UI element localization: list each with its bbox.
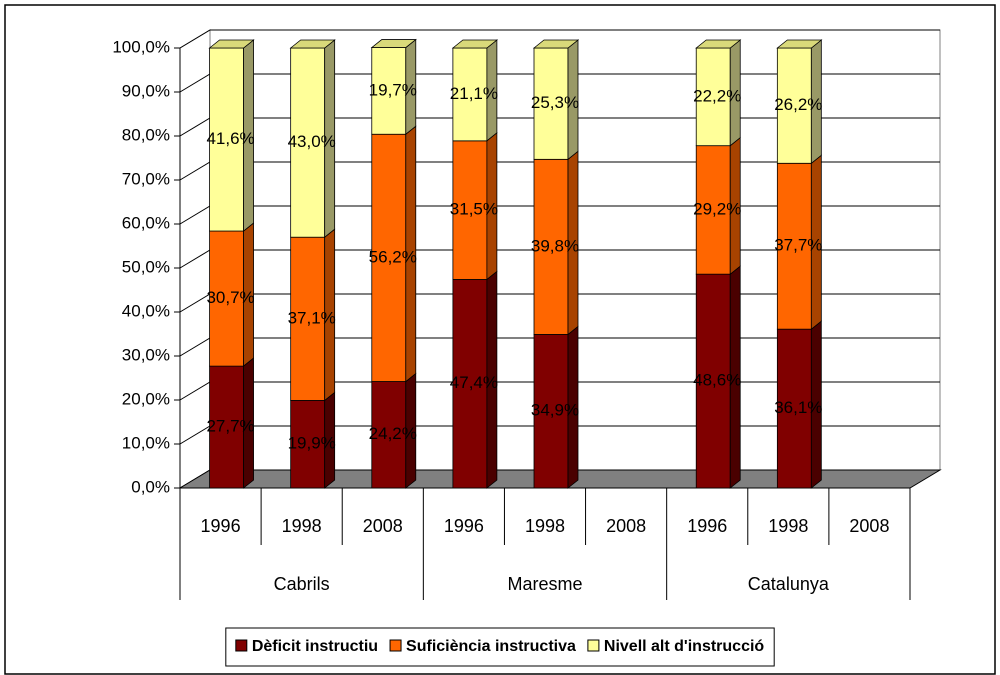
data-label: 37,7% (774, 236, 822, 255)
data-label: 24,2% (369, 424, 417, 443)
bar-segment (533, 158, 569, 335)
data-label: 22,2% (693, 86, 741, 105)
y-tick-label: 10,0% (122, 433, 170, 452)
bar-segment (371, 133, 407, 382)
data-label: 48,6% (693, 371, 741, 390)
bar-segment (452, 140, 488, 280)
bar-top (451, 39, 499, 49)
bar-segment (533, 334, 569, 489)
group-label: Cabrils (274, 574, 330, 594)
legend-box (225, 627, 775, 667)
y-tick-label: 70,0% (122, 169, 170, 188)
bar-top (776, 39, 823, 49)
data-label: 25,3% (531, 93, 579, 112)
data-label: 34,9% (531, 401, 579, 420)
grid-line (179, 29, 940, 49)
bar-segment (695, 47, 731, 147)
y-tick-label: 30,0% (122, 345, 170, 364)
y-tick-label: 50,0% (122, 257, 170, 276)
data-label: 31,5% (450, 200, 498, 219)
bar-top (370, 39, 417, 48)
legend-label: Nivell alt d'instrucció (604, 638, 765, 655)
y-tick-label: 0,0% (131, 477, 170, 496)
data-label: 36,1% (774, 398, 822, 417)
x-tick-label: 2008 (363, 516, 403, 536)
data-label: 30,7% (206, 288, 254, 307)
x-tick-label: 1996 (444, 516, 484, 536)
data-label: 29,2% (693, 199, 741, 218)
legend-swatch (235, 639, 248, 652)
legend-swatch (389, 639, 402, 652)
legend: Dèficit instructiu Suficiència instructiv… (225, 627, 775, 667)
legend-swatch (587, 639, 600, 652)
data-label: 26,2% (774, 95, 822, 114)
y-tick-label: 60,0% (122, 213, 170, 232)
x-tick-label: 1998 (768, 516, 808, 536)
bar-segment (371, 47, 407, 135)
legend-label: Dèficit instructiu (252, 638, 378, 655)
bar-segment (290, 236, 326, 401)
bar-segment (290, 400, 326, 489)
x-tick-label: 2008 (606, 516, 646, 536)
group-label: Maresme (507, 574, 582, 594)
x-tick-label: 1998 (282, 516, 322, 536)
bar-top (208, 39, 255, 49)
y-tick-label: 100,0% (112, 37, 170, 56)
data-label: 41,6% (206, 129, 254, 148)
bar-segment (776, 162, 812, 330)
data-label: 37,1% (288, 308, 336, 327)
data-label: 19,9% (288, 434, 336, 453)
group-label: Catalunya (748, 574, 830, 594)
data-label: 43,0% (288, 132, 336, 151)
bar-segment (290, 47, 326, 238)
y-tick-label: 20,0% (122, 389, 170, 408)
x-tick-label: 2008 (849, 516, 889, 536)
bar-segment (452, 279, 488, 489)
x-tick-label: 1998 (525, 516, 565, 536)
bar-segment (209, 47, 244, 232)
data-label: 21,1% (450, 84, 498, 103)
bar-segment (209, 365, 244, 489)
data-label: 39,8% (531, 236, 579, 255)
y-tick-label: 80,0% (122, 125, 170, 144)
bar-top (695, 39, 742, 49)
legend-label: Suficiència instructiva (406, 638, 576, 655)
y-tick-label: 90,0% (122, 81, 170, 100)
bar-segment (452, 47, 488, 142)
data-label: 19,7% (369, 80, 417, 99)
x-tick-label: 1996 (687, 516, 727, 536)
y-tick-label: 40,0% (122, 301, 170, 320)
data-label: 56,2% (369, 247, 417, 266)
bar-top (532, 39, 580, 49)
x-tick-label: 1996 (201, 516, 241, 536)
data-label: 47,4% (450, 373, 498, 392)
bar-top (289, 39, 336, 49)
data-label: 27,7% (206, 417, 254, 436)
